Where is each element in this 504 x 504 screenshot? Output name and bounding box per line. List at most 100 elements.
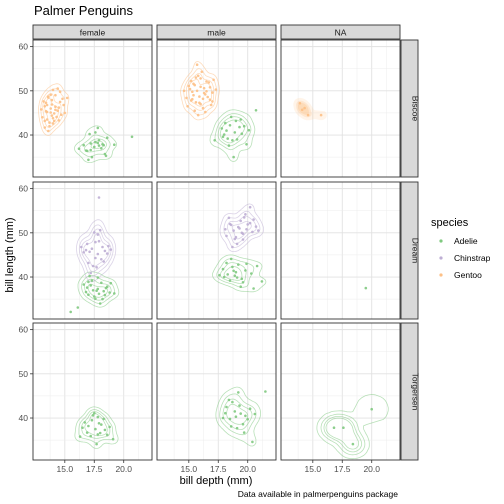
data-point-chinstrap xyxy=(103,249,107,253)
data-point-chinstrap xyxy=(246,223,249,226)
data-point-gentoo xyxy=(56,87,59,90)
data-point-adelie xyxy=(221,267,225,271)
panel-background xyxy=(33,40,152,177)
data-point-gentoo xyxy=(45,103,49,107)
legend: species Adelie Chinstrap Gentoo xyxy=(431,217,491,280)
data-point-gentoo xyxy=(192,93,195,97)
legend-key-chinstrap xyxy=(439,256,443,260)
data-point-adelie xyxy=(113,143,116,146)
column-strip-label: female xyxy=(80,28,106,38)
data-point-adelie xyxy=(231,265,234,269)
panel-border xyxy=(280,181,401,320)
panel-border xyxy=(32,39,153,178)
data-point-adelie xyxy=(103,293,107,297)
row-strip: Torgersen xyxy=(400,322,421,461)
data-point-adelie xyxy=(96,276,100,279)
data-point-adelie xyxy=(247,128,251,132)
x-tick-label: 20.0 xyxy=(363,464,380,474)
data-point-gentoo xyxy=(199,77,202,80)
data-point-adelie xyxy=(89,284,92,287)
data-point-adelie xyxy=(87,424,90,428)
data-point-adelie xyxy=(76,306,80,309)
density-contour xyxy=(186,73,215,111)
data-point-gentoo xyxy=(207,81,211,84)
data-point-gentoo xyxy=(58,100,62,104)
data-point-chinstrap xyxy=(90,247,94,250)
data-point-adelie xyxy=(233,410,237,413)
panel-grid xyxy=(33,323,152,460)
data-point-adelie xyxy=(89,434,92,438)
density-contour xyxy=(180,61,220,121)
data-point-gentoo xyxy=(192,82,195,86)
data-point-chinstrap xyxy=(97,196,101,199)
data-point-adelie xyxy=(227,398,231,402)
data-point-adelie xyxy=(213,139,216,142)
data-point-adelie xyxy=(229,115,233,119)
data-point-chinstrap xyxy=(238,227,241,230)
data-point-adelie xyxy=(238,404,241,407)
density-contour xyxy=(188,79,212,107)
caption: Data available in palmerpenguins package xyxy=(238,489,398,499)
data-point-adelie xyxy=(93,145,96,149)
data-point-adelie xyxy=(100,147,103,150)
data-point-adelie xyxy=(104,286,108,290)
data-point-adelie xyxy=(234,119,238,123)
data-point-chinstrap xyxy=(93,231,96,234)
data-point-adelie xyxy=(89,148,92,152)
data-point-adelie xyxy=(94,427,97,431)
data-point-chinstrap xyxy=(257,229,260,232)
data-point-gentoo xyxy=(48,124,51,128)
row-strip-label: Dream xyxy=(411,238,421,264)
data-point-adelie xyxy=(250,272,253,275)
panel-data xyxy=(364,286,368,290)
data-point-adelie xyxy=(342,426,345,430)
panel-grid xyxy=(157,40,276,177)
panel-data xyxy=(74,406,119,449)
facet-panel xyxy=(280,181,401,320)
data-point-gentoo xyxy=(60,113,63,116)
data-point-adelie xyxy=(97,292,101,296)
data-point-chinstrap xyxy=(234,235,238,239)
density-contour xyxy=(226,404,249,425)
data-point-gentoo xyxy=(306,113,310,117)
y-axis-label: bill length (mm) xyxy=(4,217,16,292)
data-point-chinstrap xyxy=(241,238,245,241)
density-contour xyxy=(42,93,62,128)
data-point-adelie xyxy=(246,418,249,421)
y-tick-label: 60 xyxy=(19,42,29,52)
data-point-chinstrap xyxy=(82,251,85,254)
data-point-chinstrap xyxy=(85,242,89,246)
data-point-adelie xyxy=(95,289,98,293)
data-point-chinstrap xyxy=(227,216,231,220)
data-point-adelie xyxy=(229,257,233,261)
legend-item-gentoo: Gentoo xyxy=(439,270,482,280)
data-point-gentoo xyxy=(43,126,47,129)
data-point-adelie xyxy=(91,414,95,417)
data-point-gentoo xyxy=(49,93,52,97)
density-contour xyxy=(84,413,108,437)
data-point-adelie xyxy=(239,118,242,121)
data-point-adelie xyxy=(233,131,237,134)
data-point-gentoo xyxy=(56,109,59,112)
data-point-gentoo xyxy=(204,110,207,114)
data-point-gentoo xyxy=(195,63,199,66)
data-point-chinstrap xyxy=(96,233,100,236)
data-point-adelie xyxy=(244,414,247,418)
legend-item-adelie: Adelie xyxy=(439,236,478,246)
data-point-adelie xyxy=(96,126,100,130)
data-point-adelie xyxy=(241,281,245,284)
data-point-chinstrap xyxy=(100,258,103,261)
legend-key-adelie xyxy=(439,239,443,243)
legend-title: species xyxy=(431,217,469,229)
data-point-adelie xyxy=(84,149,88,152)
data-point-adelie xyxy=(370,407,374,411)
density-contour xyxy=(74,406,119,449)
data-point-adelie xyxy=(93,295,96,298)
data-point-gentoo xyxy=(198,101,201,105)
data-point-adelie xyxy=(240,132,244,135)
data-point-adelie xyxy=(94,140,97,144)
data-point-adelie xyxy=(254,109,258,112)
data-point-gentoo xyxy=(214,88,218,91)
data-point-gentoo xyxy=(49,107,52,110)
panel-data xyxy=(316,393,389,460)
